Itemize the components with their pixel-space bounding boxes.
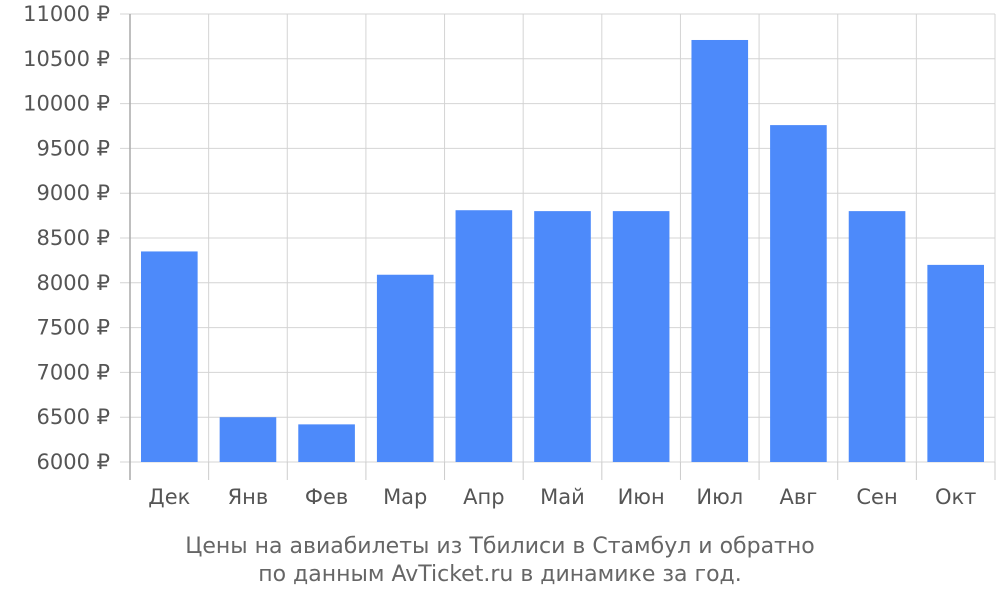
bar-6 xyxy=(534,211,591,462)
y-tick-label: 8000 ₽ xyxy=(37,271,110,295)
x-tick-label: Июн xyxy=(618,485,665,509)
x-tick-label: Апр xyxy=(463,485,504,509)
bar-3 xyxy=(298,424,355,462)
axes xyxy=(129,14,996,480)
bar-11 xyxy=(927,264,984,462)
bar-9 xyxy=(770,125,827,462)
bar-10 xyxy=(848,211,906,462)
bar-4 xyxy=(376,274,434,462)
y-tick-label: 10500 ₽ xyxy=(23,47,110,71)
chart-caption-line-1: Цены на авиабилеты из Тбилиси в Стамбул … xyxy=(185,534,815,559)
x-tick-label: Дек xyxy=(148,485,190,509)
y-tick-label: 7500 ₽ xyxy=(37,316,110,340)
x-tick-label: Янв xyxy=(228,485,269,509)
x-tick-label: Июл xyxy=(696,485,743,509)
bar-1 xyxy=(141,251,198,462)
bar-5 xyxy=(455,210,513,462)
y-tick-label: 9500 ₽ xyxy=(37,136,110,160)
bar-7 xyxy=(612,211,670,462)
x-tick-label: Мар xyxy=(383,485,427,509)
x-tick-label: Фев xyxy=(305,485,348,509)
y-tick-label: 8500 ₽ xyxy=(37,226,110,250)
x-tick-label: Сен xyxy=(856,485,897,509)
x-tick-label: Авг xyxy=(780,485,818,509)
x-tick-label: Май xyxy=(540,485,585,509)
x-tick-label: Окт xyxy=(935,485,976,509)
y-tick-label: 6000 ₽ xyxy=(37,450,110,474)
chart-caption-line-2: по данным AvTicket.ru в динамике за год. xyxy=(258,562,742,587)
y-axis-tick-labels: 6000 ₽ 6500 ₽ 7000 ₽ 7500 ₽ 8000 ₽ 8500 ₽ 9000… xyxy=(23,2,110,474)
y-tick-label: 9000 ₽ xyxy=(37,181,110,205)
y-tick-label: 11000 ₽ xyxy=(23,2,110,26)
bar-2 xyxy=(219,417,277,462)
y-tick-label: 6500 ₽ xyxy=(37,405,110,429)
x-axis-tick-labels: Дек Янв Фев Мар Апр Май Июн Июл Авг Сен Окт xyxy=(148,485,976,509)
bars xyxy=(141,39,984,462)
y-tick-label: 7000 ₽ xyxy=(37,360,110,384)
bar-8 xyxy=(691,39,749,462)
y-tick-label: 10000 ₽ xyxy=(23,92,110,116)
